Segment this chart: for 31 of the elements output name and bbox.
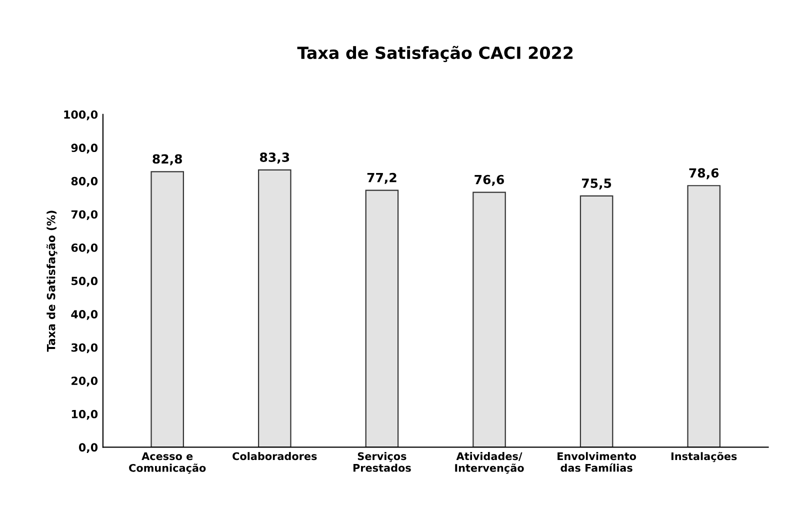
y-tick-label: 0,0 xyxy=(78,443,98,453)
data-label: 78,6 xyxy=(689,168,719,180)
y-axis-title: Taxa de Satisfação (%) xyxy=(46,210,58,352)
data-label: 82,8 xyxy=(152,154,182,166)
bar xyxy=(365,190,399,448)
bar xyxy=(150,171,184,448)
data-label: 75,5 xyxy=(582,178,612,190)
y-tick-label: 20,0 xyxy=(72,376,98,386)
bar xyxy=(472,192,506,448)
bar xyxy=(687,185,721,448)
chart-title: Taxa de Satisfação CACI 2022 xyxy=(297,46,573,62)
y-tick-label: 90,0 xyxy=(71,144,98,154)
x-tick-label: Serviços Prestados xyxy=(353,452,411,472)
y-tick-label: 40,0 xyxy=(71,310,98,320)
data-label: 76,6 xyxy=(474,174,504,186)
y-tick-label: 60,0 xyxy=(71,243,98,254)
x-tick-label: Atividades/ Intervenção xyxy=(455,452,524,474)
y-tick-label: 30,0 xyxy=(71,343,98,354)
y-tick-label: 10,0 xyxy=(72,410,98,420)
x-tick-label: Instalações xyxy=(671,452,737,462)
y-tick-label: 50,0 xyxy=(72,276,98,287)
bar xyxy=(258,169,292,448)
y-tick-label: 80,0 xyxy=(71,176,98,187)
y-tick-label: 100,0 xyxy=(64,110,98,120)
bar xyxy=(580,195,614,448)
data-label: 83,3 xyxy=(260,152,290,164)
data-label: 77,2 xyxy=(367,172,396,184)
x-tick-label: Acesso e Comunicação xyxy=(129,452,206,474)
y-tick-label: 70,0 xyxy=(71,210,98,220)
x-tick-label: Envolvimento das Famílias xyxy=(558,452,636,472)
x-tick-label: Colaboradores xyxy=(232,452,317,460)
